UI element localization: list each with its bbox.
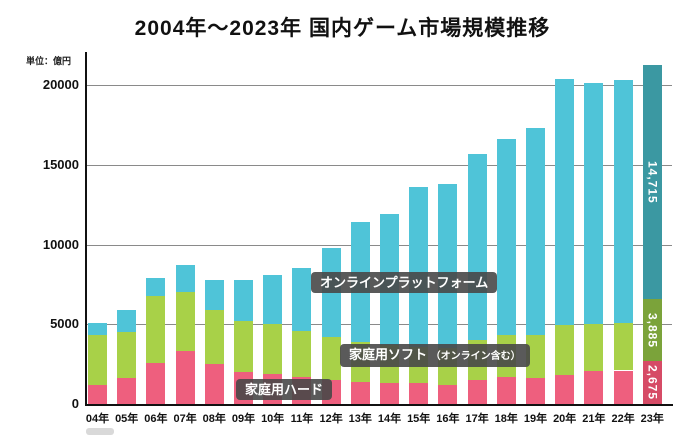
x-tick-label-11年: 11年 <box>290 413 314 425</box>
y-tick-label-5000: 5000 <box>50 316 79 332</box>
x-tick-label-09年: 09年 <box>231 413 256 425</box>
series-label-console-software-main: 家庭用ソフト <box>349 347 431 362</box>
bar-segment-19年-家庭用ソフト（オンライン含む） <box>526 335 545 379</box>
bar-segment-18年-オンラインプラットフォーム <box>496 139 516 336</box>
x-tick-label-07年: 07年 <box>173 413 197 425</box>
x-tick-label-08年: 08年 <box>202 413 226 425</box>
bar-segment-07年-家庭用ハード <box>175 351 195 404</box>
x-tick-label-04年: 04年 <box>85 413 110 425</box>
x-tick-label-13年: 13年 <box>348 413 372 425</box>
bar-segment-15年-家庭用ハード <box>409 383 429 404</box>
bar-segment-21年-オンラインプラットフォーム <box>584 83 604 325</box>
bar-segment-05年-家庭用ハード <box>117 378 137 404</box>
gridline-5000 <box>85 324 672 326</box>
x-axis-line <box>85 404 673 406</box>
y-tick-label-0: 0 <box>71 396 79 411</box>
bar-segment-22年-家庭用ハード <box>613 370 633 404</box>
bar-segment-21年-家庭用ソフト（オンライン含む） <box>584 324 604 371</box>
bar-segment-22年-家庭用ソフト（オンライン含む） <box>613 323 633 371</box>
final-bar-value-家庭用ハード: 2,675 <box>645 365 660 401</box>
bar-segment-04年-家庭用ハード <box>88 384 107 404</box>
x-tick-label-20年: 20年 <box>553 413 577 425</box>
bar-segment-20年-家庭用ソフト（オンライン含む） <box>555 325 575 376</box>
x-tick-label-23年: 23年 <box>640 413 664 425</box>
series-label-online-platform: オンラインプラットフォーム <box>311 272 498 293</box>
y-tick-label-20000: 20000 <box>42 77 79 92</box>
bar-segment-19年-家庭用ハード <box>526 378 545 404</box>
bar-segment-09年-オンラインプラットフォーム <box>234 279 253 322</box>
bar-segment-23年-オンラインプラットフォーム <box>642 64 662 300</box>
bar-segment-20年-家庭用ハード <box>555 375 575 404</box>
chart-title: 2004年〜2023年 国内ゲーム市場規模推移 <box>134 17 551 40</box>
x-tick-label-15年: 15年 <box>407 413 431 425</box>
series-label-console-hardware: 家庭用ハード <box>236 379 333 400</box>
bar-segment-07年-オンラインプラットフォーム <box>175 265 195 293</box>
x-tick-label-21年: 21年 <box>582 413 606 425</box>
x-tick-label-17年: 17年 <box>465 413 489 425</box>
bar-segment-08年-オンラインプラットフォーム <box>204 279 224 310</box>
bar-segment-06年-家庭用ハード <box>146 362 166 404</box>
bar-segment-16年-オンラインプラットフォーム <box>438 183 458 349</box>
gridline-20000 <box>85 85 672 86</box>
y-tick-label-15000: 15000 <box>42 156 79 172</box>
x-tick-label-14年: 14年 <box>377 413 402 425</box>
bar-segment-11年-オンラインプラットフォーム <box>292 268 312 331</box>
bar-segment-10年-家庭用ソフト（オンライン含む） <box>263 324 283 374</box>
bar-segment-22年-オンラインプラットフォーム <box>613 80 633 324</box>
bar-segment-23年-家庭用ハード <box>642 361 662 404</box>
bar-segment-16年-家庭用ハード <box>438 384 458 404</box>
bar-segment-07年-家庭用ソフト（オンライン含む） <box>175 292 195 352</box>
bar-segment-04年-オンラインプラットフォーム <box>88 322 107 336</box>
bar-segment-19年-オンラインプラットフォーム <box>526 128 545 336</box>
series-label-console-software-sub: （オンライン含む） <box>430 351 521 362</box>
x-tick-label-12年: 12年 <box>319 413 343 425</box>
gridline-15000 <box>85 164 672 166</box>
bar-segment-12年-家庭用ソフト（オンライン含む） <box>321 337 341 381</box>
x-tick-label-19年: 19年 <box>523 413 548 425</box>
bar-segment-13年-家庭用ハード <box>350 381 370 404</box>
bar-segment-20年-オンラインプラットフォーム <box>555 79 575 326</box>
bar-segment-17年-家庭用ハード <box>467 380 487 404</box>
bar-segment-21年-家庭用ハード <box>584 370 604 404</box>
x-tick-label-06年: 06年 <box>144 413 168 425</box>
y-tick-label-10000: 10000 <box>42 236 79 252</box>
bar-segment-09年-家庭用ソフト（オンライン含む） <box>234 321 253 373</box>
bar-segment-11年-家庭用ソフト（オンライン含む） <box>292 330 312 377</box>
bar-segment-05年-家庭用ソフト（オンライン含む） <box>117 332 137 379</box>
x-tick-label-16年: 16年 <box>436 413 460 425</box>
bar-segment-04年-家庭用ソフト（オンライン含む） <box>88 335 107 385</box>
x-tick-label-18年: 18年 <box>494 413 518 425</box>
bar-segment-23年-家庭用ソフト（オンライン含む） <box>642 299 662 362</box>
bar-segment-06年-家庭用ソフト（オンライン含む） <box>146 295 166 363</box>
series-label-console-software: 家庭用ソフト （オンライン含む） <box>340 344 530 367</box>
bar-segment-18年-家庭用ハード <box>496 376 516 404</box>
x-tick-label-22年: 22年 <box>611 413 635 425</box>
gridline-10000 <box>85 244 672 246</box>
bar-segment-10年-オンラインプラットフォーム <box>263 274 283 325</box>
y-axis-line <box>85 52 87 405</box>
bar-segment-05年-オンラインプラットフォーム <box>117 309 137 333</box>
bar-segment-14年-家庭用ハード <box>380 383 399 404</box>
unit-label: 単位：億円 <box>26 56 72 66</box>
x-tick-label-05年: 05年 <box>115 413 139 425</box>
bar-segment-06年-オンラインプラットフォーム <box>146 277 166 296</box>
bar-segment-08年-家庭用ソフト（オンライン含む） <box>204 309 224 365</box>
final-bar-value-家庭用ソフト（オンライン含む）: 3,885 <box>645 312 660 348</box>
final-bar-value-オンラインプラットフォーム: 14,715 <box>645 160 660 204</box>
horizontal-scrollbar-thumb[interactable] <box>86 428 114 435</box>
bar-segment-08年-家庭用ハード <box>204 364 224 404</box>
bar-segment-15年-オンラインプラットフォーム <box>409 187 429 347</box>
bar-segment-17年-オンラインプラットフォーム <box>467 153 487 341</box>
x-tick-label-10年: 10年 <box>261 413 285 425</box>
